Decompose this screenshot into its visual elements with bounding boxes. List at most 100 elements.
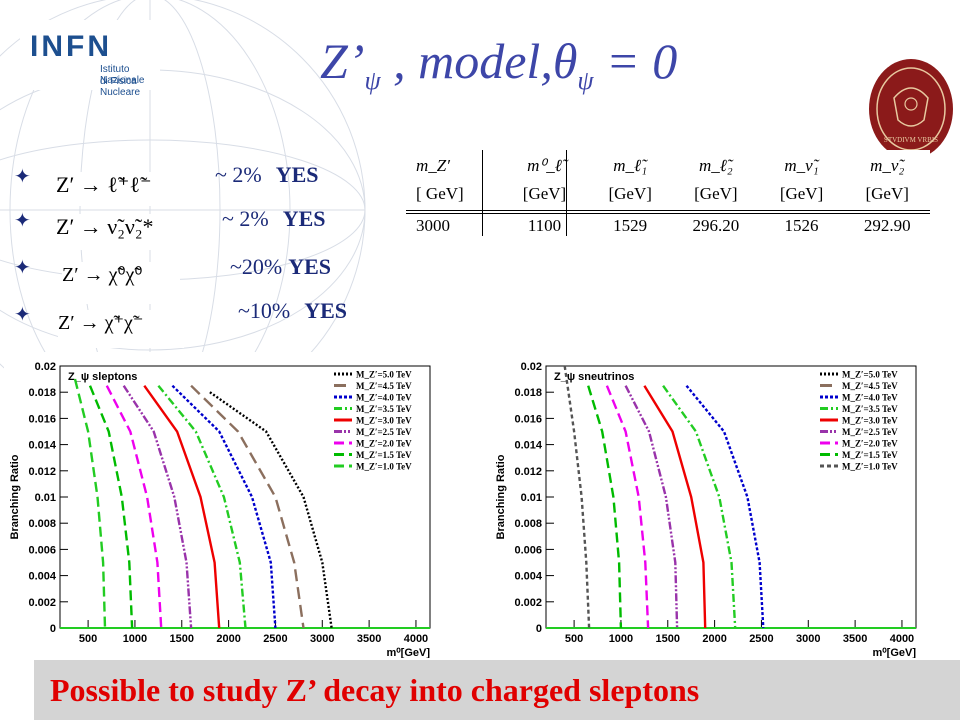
legend-label: M_Z′=2.5 TeV: [356, 427, 412, 437]
seal-motto: STVDIVM VRBIS: [884, 136, 938, 144]
table-header-cell: m⁰_ℓ̃: [527, 156, 562, 175]
legend-label: M_Z′=3.0 TeV: [356, 416, 412, 426]
table-unit-cell: [GeV]: [779, 184, 824, 203]
legend-label: M_Z′=4.5 TeV: [842, 381, 898, 391]
y-tick-label: 0: [50, 623, 56, 635]
x-tick-label: 2500: [749, 633, 773, 645]
x-tick-label: 500: [565, 633, 583, 645]
y-tick-label: 0.014: [28, 440, 56, 452]
legend-label: M_Z′=4.0 TeV: [356, 393, 412, 403]
table-unit-cell: [GeV]: [865, 184, 909, 203]
y-axis-label: Branching Ratio: [495, 454, 507, 539]
university-seal-logo: STVDIVM VRBIS: [869, 59, 953, 159]
footer-text: Possible to study Z’ decay into charged …: [50, 672, 700, 708]
y-tick-label: 0: [536, 623, 542, 635]
y-tick-label: 0.008: [514, 518, 542, 530]
x-tick-label: 2500: [263, 633, 287, 645]
y-tick-label: 0.006: [28, 544, 56, 556]
mass-table: m_Z′ m⁰_ℓ̃ m_ℓ̃₁ m_ℓ̃₂ m_ν̃₁ m_ν̃₂ [ GeV…: [406, 150, 930, 236]
legend-label: M_Z′=1.5 TeV: [356, 450, 412, 460]
sleptons-branching-chart: 0 0.002 0.004 0.006 0.008 0.01 0.012 0.014 0.016…: [4, 352, 440, 658]
y-tick-label: 0.014: [514, 440, 542, 452]
decay-row-3-stat: ~20% YES: [230, 254, 331, 280]
table-unit-cell: [GeV]: [608, 184, 652, 203]
table-unit-cell: [GeV]: [694, 184, 738, 203]
legend-label: M_Z′=4.0 TeV: [842, 393, 898, 403]
table-divider: [406, 213, 930, 214]
x-tick-label: 500: [79, 633, 97, 645]
table-value-cell: 1529: [613, 216, 648, 235]
y-axis-label: Branching Ratio: [9, 454, 21, 539]
x-axis-label: m⁰[GeV]: [386, 647, 430, 658]
x-tick-label: 1000: [123, 633, 147, 645]
bullet-icon: ✦: [14, 166, 31, 188]
chart-title: Z_ψ sneutrinos: [554, 371, 634, 383]
y-tick-label: 0.002: [28, 597, 56, 609]
decay-row-2-stat: ~ 2% YES: [222, 206, 326, 232]
legend-label: M_Z′=5.0 TeV: [356, 370, 412, 380]
title-main: Z’: [320, 33, 365, 89]
series-line: [88, 385, 134, 629]
decay-process-1: Z′ → ℓ̃⁺ℓ̃⁻: [56, 172, 206, 206]
table-divider: [566, 150, 567, 236]
legend-label: M_Z′=3.5 TeV: [356, 404, 412, 414]
decay-answer: YES: [288, 254, 332, 279]
table-header-row: m_Z′ m⁰_ℓ̃ m_ℓ̃₁ m_ℓ̃₂ m_ν̃₁ m_ν̃₂: [406, 156, 930, 176]
x-tick-label: 1000: [609, 633, 633, 645]
x-tick-label: 2000: [216, 633, 240, 645]
series-line: [143, 385, 221, 629]
bullet-icon: ✦: [14, 304, 31, 326]
y-tick-label: 0.006: [514, 544, 542, 556]
table-divider: [406, 210, 930, 211]
decay-percent: ~ 2%: [215, 162, 262, 187]
table-unit-cell: [ GeV]: [416, 184, 464, 203]
title-end: = 0: [593, 33, 678, 89]
legend-label: M_Z′=2.0 TeV: [356, 439, 412, 449]
y-tick-label: 0.02: [521, 361, 542, 373]
y-tick-label: 0.01: [35, 492, 56, 504]
legend-label: M_Z′=2.5 TeV: [842, 427, 898, 437]
infn-logo-line1: Istituto Nazionale: [100, 64, 145, 86]
table-divider: [482, 150, 483, 236]
y-tick-label: 0.002: [514, 597, 542, 609]
table-header-cell: m_ν̃₁: [784, 156, 819, 175]
legend-label: M_Z′=1.0 TeV: [842, 462, 898, 472]
decay-process-3: Z′ → χ̃⁰χ̃⁰: [62, 262, 180, 304]
y-tick-label: 0.01: [521, 492, 542, 504]
y-tick-label: 0.016: [28, 413, 56, 425]
infn-logo: INFN Istituto Nazionale di Fisica Nuclea…: [20, 20, 160, 98]
x-tick-label: 1500: [656, 633, 680, 645]
series-line: [605, 385, 650, 629]
x-tick-label: 1500: [170, 633, 194, 645]
bullet-icon: ✦: [14, 210, 31, 232]
table-value-cell: 1526: [784, 216, 819, 235]
table-value-cell: 296.20: [692, 216, 740, 235]
table-header-cell: m_Z′: [416, 156, 450, 175]
legend-label: M_Z′=1.5 TeV: [842, 450, 898, 460]
series-line: [587, 385, 623, 629]
x-tick-label: 4000: [404, 633, 428, 645]
x-tick-label: 3000: [310, 633, 334, 645]
x-tick-label: 3000: [796, 633, 820, 645]
series-line: [624, 385, 679, 629]
x-axis-label: m⁰[GeV]: [872, 647, 916, 658]
decay-answer: YES: [282, 206, 326, 231]
legend-label: M_Z′=3.5 TeV: [842, 404, 898, 414]
infn-logo-line2: di Fisica Nucleare: [100, 76, 141, 98]
series-line: [563, 365, 591, 629]
title-sub-psi-2: ψ: [577, 66, 594, 95]
table-value-cell: 1100: [527, 216, 562, 235]
series-line: [662, 385, 737, 629]
legend-label: M_Z′=5.0 TeV: [842, 370, 898, 380]
table-value-row: 3000 1100 1529 296.20 1526 292.90: [406, 216, 930, 236]
series-line: [643, 385, 707, 629]
page-title: Z’ψ , model,θψ = 0: [320, 32, 677, 96]
chart-background: [490, 352, 926, 658]
series-line: [190, 384, 305, 629]
y-tick-label: 0.018: [514, 387, 542, 399]
decay-percent: ~20%: [230, 254, 283, 279]
title-sub-psi: ψ: [364, 66, 381, 95]
y-tick-label: 0.012: [28, 466, 56, 478]
series-line: [685, 384, 765, 629]
series-line: [122, 385, 193, 629]
